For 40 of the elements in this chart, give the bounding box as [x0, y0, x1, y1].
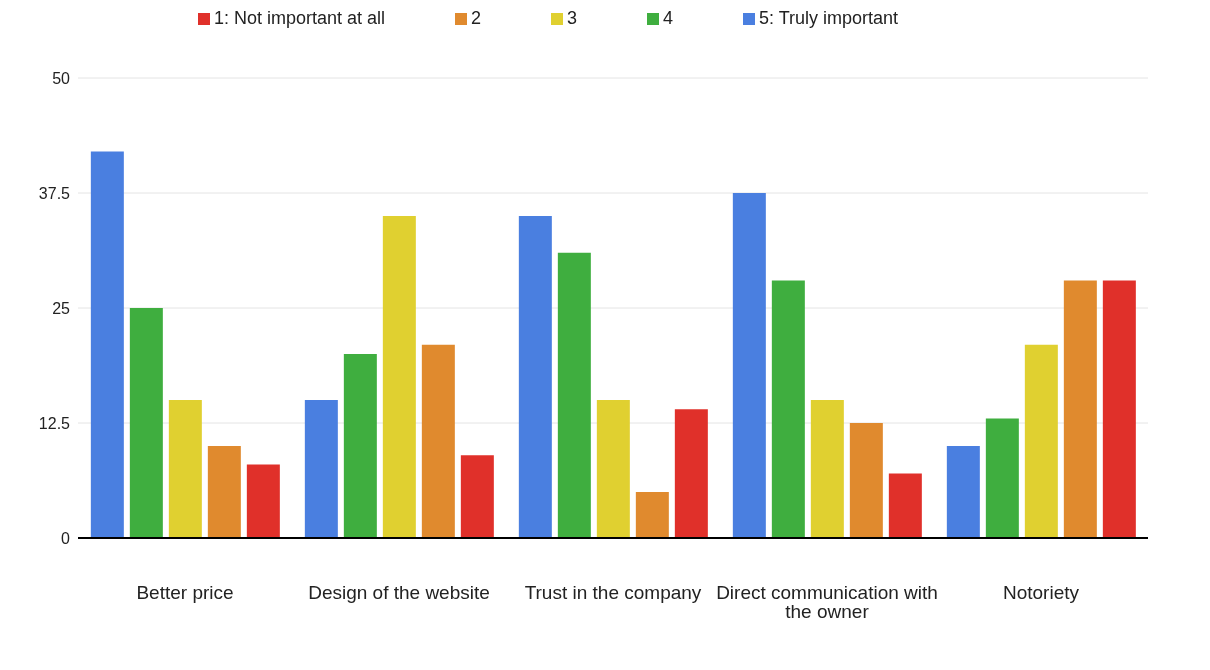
- y-tick-label: 37.5: [38, 184, 71, 202]
- bar: [460, 455, 494, 538]
- y-tick-label: 50: [52, 69, 71, 87]
- bar: [596, 400, 630, 538]
- bar: [849, 423, 883, 538]
- bar: [1102, 280, 1136, 538]
- bar: [129, 308, 163, 538]
- legend-label: 4: [663, 8, 674, 28]
- bar: [168, 400, 202, 538]
- bar: [635, 492, 669, 538]
- bar: [421, 344, 455, 538]
- bar: [810, 400, 844, 538]
- legend-label: 3: [567, 8, 578, 28]
- bar: [90, 151, 124, 538]
- x-tick-label: Direct communication with the owner: [716, 582, 938, 623]
- bar: [1024, 344, 1058, 538]
- bar: [732, 193, 766, 538]
- bar: [207, 446, 241, 538]
- y-tick-label: 25: [52, 299, 71, 317]
- bar: [888, 473, 922, 538]
- bar: [518, 216, 552, 538]
- x-tick-label: Better price: [136, 582, 234, 604]
- y-tick-label: 0: [61, 529, 71, 547]
- bar: [557, 252, 591, 538]
- legend-label: 5: Truly important: [759, 8, 899, 28]
- x-tick-label: Notoriety: [1002, 582, 1080, 604]
- bar: [674, 409, 708, 538]
- bar: [771, 280, 805, 538]
- bar: [304, 400, 338, 538]
- bar: [985, 418, 1019, 538]
- bar: [382, 216, 416, 538]
- bar: [946, 446, 980, 538]
- y-tick-label: 12.5: [38, 414, 71, 432]
- legend-label: 1: Not important at all: [213, 8, 385, 28]
- legend-label: 2: [470, 8, 481, 28]
- bar: [246, 464, 280, 538]
- x-tick-label: Design of the website: [308, 582, 490, 604]
- bar: [1063, 280, 1097, 538]
- bar: [343, 354, 377, 538]
- x-tick-label: Trust in the company: [524, 582, 702, 604]
